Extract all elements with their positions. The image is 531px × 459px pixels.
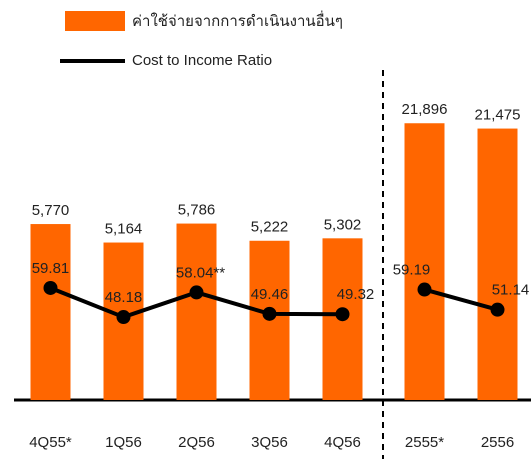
ratio-marker bbox=[262, 306, 277, 321]
bar-value-label: 5,164 bbox=[105, 221, 143, 238]
ratio-marker bbox=[335, 307, 350, 322]
bar bbox=[404, 123, 445, 400]
bar-value-label: 21,475 bbox=[475, 107, 521, 124]
legend-label: Cost to Income Ratio bbox=[132, 52, 272, 69]
bar-value-label: 5,222 bbox=[251, 219, 289, 236]
x-tick-label: 3Q56 bbox=[251, 434, 288, 451]
ratio-value-label: 48.18 bbox=[105, 289, 143, 306]
legend-swatch-bar bbox=[65, 11, 125, 31]
ratio-value-label: 49.32 bbox=[337, 286, 375, 303]
ratio-value-label: 58.04** bbox=[176, 264, 225, 281]
bar-value-label: 5,770 bbox=[32, 202, 70, 219]
x-tick-label: 2555* bbox=[405, 434, 444, 451]
x-tick-label: 1Q56 bbox=[105, 434, 142, 451]
ratio-marker bbox=[189, 285, 204, 300]
bar bbox=[176, 223, 217, 400]
bar-value-label: 5,302 bbox=[324, 216, 362, 233]
x-tick-label: 2556 bbox=[481, 434, 514, 451]
ratio-value-label: 59.81 bbox=[32, 260, 70, 277]
bar bbox=[477, 128, 518, 400]
bar-value-label: 21,896 bbox=[402, 101, 448, 118]
bar-value-label: 5,786 bbox=[178, 202, 216, 219]
ratio-marker bbox=[116, 310, 131, 325]
ratio-value-label: 51.14 bbox=[492, 282, 530, 299]
ratio-marker bbox=[417, 282, 432, 297]
bar bbox=[30, 224, 71, 400]
x-tick-label: 2Q56 bbox=[178, 434, 215, 451]
ratio-value-label: 59.19 bbox=[393, 261, 431, 278]
ratio-marker bbox=[490, 302, 505, 317]
ratio-line bbox=[423, 287, 499, 312]
legend-label: ค่าใช้จ่ายจากการดำเนินงานอื่นๆ bbox=[132, 10, 343, 30]
x-tick-label: 4Q55* bbox=[29, 434, 72, 451]
x-tick-label: 4Q56 bbox=[324, 434, 361, 451]
ratio-value-label: 49.46 bbox=[251, 286, 289, 303]
ratio-marker bbox=[43, 280, 58, 295]
